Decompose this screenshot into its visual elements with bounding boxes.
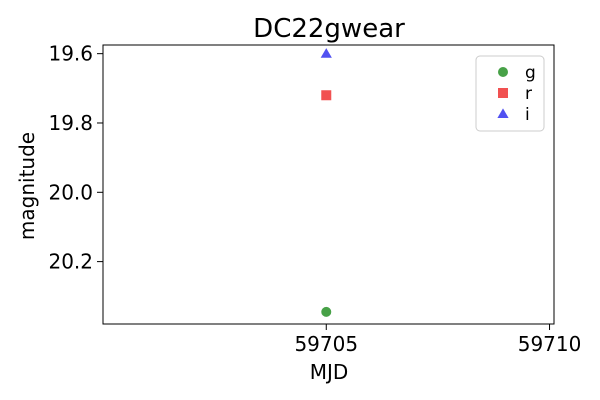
x-axis-label: MJD: [310, 360, 349, 384]
data-point-r: [321, 90, 332, 101]
y-tick-label: 19.6: [48, 42, 93, 66]
legend-label-r: r: [525, 84, 532, 104]
chart-title: DC22gwear: [253, 14, 405, 44]
y-tick-label: 20.2: [48, 250, 93, 274]
x-axis: 59705 59710: [294, 324, 581, 356]
legend: gri: [475, 55, 545, 132]
data-point-i: [320, 48, 332, 58]
legend-label-g: g: [525, 63, 536, 83]
data-point-g: [321, 306, 332, 317]
legend-label-i: i: [525, 105, 530, 125]
y-tick-label: 19.8: [48, 111, 93, 135]
y-axis-label: magnitude: [15, 132, 39, 240]
y-axis: 19.6 19.8 20.0 20.2: [48, 42, 103, 274]
x-tick-label: 59705: [294, 332, 358, 356]
x-tick-label: 59710: [518, 332, 582, 356]
data-points: [320, 48, 332, 317]
legend-marker-i: [497, 108, 509, 119]
legend-marker-r: [498, 88, 508, 98]
y-tick-label: 20.0: [48, 180, 93, 204]
legend-marker-g: [498, 67, 508, 77]
legend-box: [475, 55, 545, 132]
